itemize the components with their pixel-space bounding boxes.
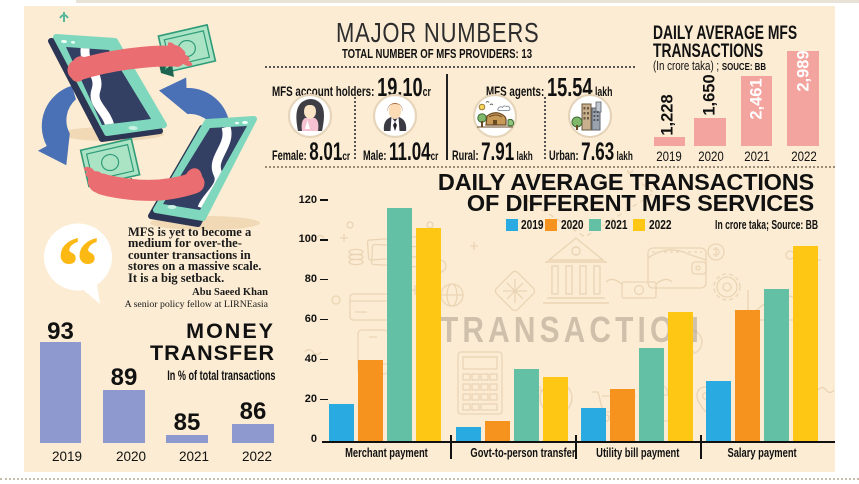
svg-text:“: “ — [57, 218, 100, 310]
svg-text:24/7: 24/7 — [533, 385, 549, 394]
